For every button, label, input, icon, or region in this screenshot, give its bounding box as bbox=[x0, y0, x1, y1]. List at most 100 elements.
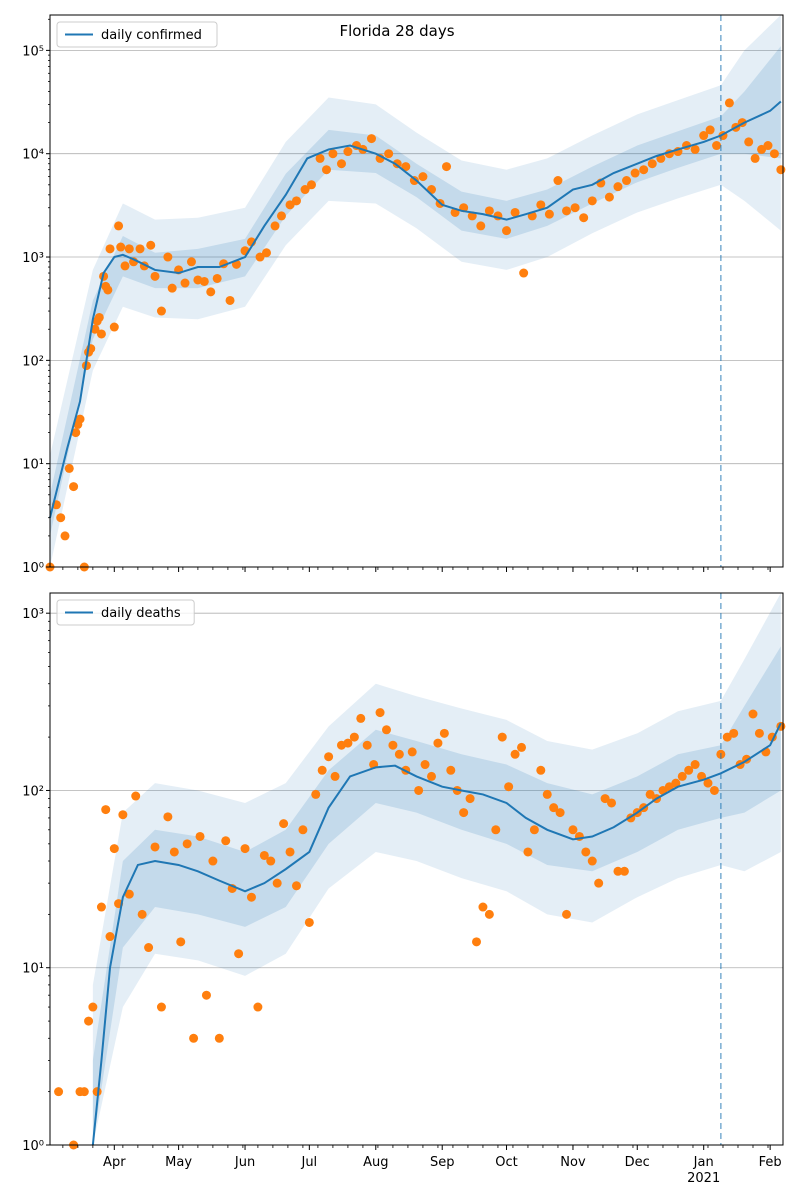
data-point bbox=[729, 728, 739, 738]
y-tick-label: 10³ bbox=[22, 607, 44, 622]
data-point bbox=[748, 709, 758, 719]
x-tick-label: Jun bbox=[234, 1155, 255, 1170]
data-point bbox=[349, 732, 359, 742]
data-point bbox=[476, 221, 486, 231]
data-point bbox=[56, 513, 66, 523]
data-point bbox=[116, 242, 126, 252]
data-point bbox=[604, 192, 614, 202]
data-point bbox=[510, 749, 520, 759]
data-point bbox=[613, 182, 623, 192]
data-point bbox=[279, 819, 289, 829]
data-point bbox=[472, 937, 482, 947]
data-point bbox=[90, 324, 100, 334]
observed-points bbox=[45, 98, 786, 572]
data-point bbox=[304, 917, 314, 927]
y-tick-label: 10² bbox=[22, 784, 44, 799]
model-line bbox=[91, 722, 782, 1146]
data-point bbox=[330, 771, 340, 781]
data-point bbox=[201, 990, 211, 1000]
data-point bbox=[587, 856, 597, 866]
data-point bbox=[324, 752, 334, 762]
data-point bbox=[366, 134, 376, 144]
data-point bbox=[750, 153, 760, 163]
y-tick-label: 10⁰ bbox=[22, 1139, 44, 1154]
data-point bbox=[690, 144, 700, 154]
data-point bbox=[163, 812, 173, 822]
data-point bbox=[570, 203, 580, 213]
data-point bbox=[291, 196, 301, 206]
y-tick-label: 10² bbox=[22, 354, 44, 369]
data-point bbox=[671, 778, 681, 788]
plot-frame bbox=[49, 592, 784, 1146]
data-point bbox=[510, 207, 520, 217]
data-point bbox=[381, 725, 391, 735]
data-point bbox=[311, 789, 321, 799]
x-tick-label: Aug bbox=[363, 1155, 388, 1170]
data-point bbox=[459, 808, 469, 818]
data-point bbox=[150, 842, 160, 852]
data-point bbox=[212, 273, 222, 283]
data-point bbox=[491, 825, 501, 835]
data-point bbox=[208, 856, 218, 866]
data-point bbox=[328, 149, 338, 159]
data-point bbox=[684, 765, 694, 775]
legend-label: daily confirmed bbox=[101, 28, 202, 43]
data-point bbox=[270, 221, 280, 231]
data-point bbox=[135, 244, 145, 254]
data-point bbox=[568, 825, 578, 835]
data-point bbox=[622, 176, 632, 186]
data-point bbox=[401, 162, 411, 172]
data-point bbox=[536, 765, 546, 775]
data-point bbox=[587, 196, 597, 206]
data-point bbox=[579, 213, 589, 223]
data-point bbox=[266, 856, 276, 866]
data-point bbox=[163, 252, 173, 262]
data-point bbox=[253, 1002, 263, 1012]
series-line bbox=[49, 100, 782, 518]
data-point bbox=[186, 257, 196, 267]
y-tick-label: 10³ bbox=[22, 251, 44, 266]
data-point bbox=[315, 153, 325, 163]
data-point bbox=[517, 742, 527, 752]
data-point bbox=[523, 847, 533, 857]
data-point bbox=[362, 740, 372, 750]
data-point bbox=[504, 782, 514, 792]
data-point bbox=[176, 937, 186, 947]
data-point bbox=[169, 847, 179, 857]
data-point bbox=[544, 209, 554, 219]
panel-confirmed: 10⁰ 10¹ 10² 10³ 10⁴ 10⁵ Florida 28 days daily… bbox=[22, 14, 786, 576]
data-point bbox=[75, 414, 85, 424]
data-point bbox=[103, 285, 113, 295]
data-point bbox=[167, 283, 177, 293]
data-point bbox=[384, 149, 394, 159]
data-point bbox=[497, 732, 507, 742]
data-point bbox=[272, 878, 282, 888]
data-point bbox=[414, 785, 424, 795]
data-point bbox=[439, 728, 449, 738]
inner-band bbox=[92, 646, 781, 1145]
data-point bbox=[769, 149, 779, 159]
data-point bbox=[105, 244, 115, 254]
x-tick-label: Apr bbox=[103, 1155, 126, 1170]
data-point bbox=[246, 892, 256, 902]
data-point bbox=[199, 276, 209, 286]
data-point bbox=[255, 252, 265, 262]
x-tick-label: Dec bbox=[625, 1155, 650, 1170]
data-point bbox=[146, 240, 156, 250]
data-point bbox=[240, 844, 250, 854]
confidence-bands bbox=[92, 593, 781, 1145]
data-point bbox=[131, 791, 141, 801]
outer-band bbox=[50, 15, 781, 567]
data-point bbox=[221, 836, 231, 846]
data-point bbox=[600, 794, 610, 804]
inner-band bbox=[50, 46, 781, 536]
data-point bbox=[724, 98, 734, 108]
data-point bbox=[446, 765, 456, 775]
data-point bbox=[137, 909, 147, 919]
data-point bbox=[709, 785, 719, 795]
data-point bbox=[607, 798, 617, 808]
y-tick-label: 10¹ bbox=[22, 458, 44, 473]
data-point bbox=[306, 180, 316, 190]
data-point bbox=[182, 839, 192, 849]
data-point bbox=[261, 248, 271, 258]
